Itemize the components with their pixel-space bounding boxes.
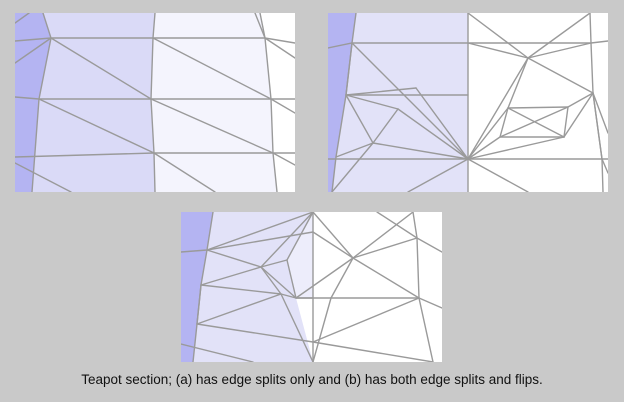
edge bbox=[335, 142, 374, 158]
diagonal-edge bbox=[50, 37, 152, 100]
edge bbox=[345, 94, 399, 110]
strip-light bbox=[151, 13, 277, 192]
edge bbox=[351, 42, 469, 160]
notch-white bbox=[296, 212, 442, 362]
edge bbox=[196, 293, 282, 325]
mesh-edges bbox=[15, 13, 295, 192]
shaded-faces bbox=[181, 212, 442, 362]
edge bbox=[507, 107, 565, 138]
edge bbox=[260, 212, 314, 268]
vertical-edge bbox=[412, 212, 434, 362]
edge bbox=[467, 13, 529, 59]
edge bbox=[527, 13, 591, 59]
boundary-edge bbox=[31, 13, 52, 192]
diagonal-edge bbox=[254, 13, 266, 39]
edge bbox=[592, 92, 603, 160]
edge bbox=[372, 142, 469, 160]
diagonal-edge bbox=[150, 98, 274, 154]
edge bbox=[467, 57, 529, 160]
edge bbox=[601, 158, 608, 174]
edge bbox=[181, 343, 254, 362]
edge bbox=[467, 107, 509, 160]
diagonal-edge bbox=[152, 37, 272, 100]
edge bbox=[527, 42, 592, 59]
mesh-panel-top-right bbox=[328, 13, 608, 192]
edge bbox=[286, 212, 314, 261]
edge bbox=[372, 108, 399, 144]
edge bbox=[206, 212, 314, 251]
edge bbox=[312, 231, 354, 259]
diagonal-edge bbox=[15, 13, 30, 24]
diagonal-edge bbox=[272, 152, 295, 166]
edge bbox=[563, 92, 594, 138]
diagonal-edge bbox=[38, 98, 155, 154]
mesh-bottom-drawing bbox=[181, 212, 442, 362]
edge bbox=[415, 87, 469, 160]
edge bbox=[592, 92, 608, 134]
edge bbox=[345, 94, 374, 144]
mesh-edges bbox=[181, 212, 442, 362]
mesh-panel-top-left bbox=[15, 13, 295, 192]
edge bbox=[196, 323, 314, 343]
edge bbox=[260, 266, 297, 299]
edge bbox=[312, 341, 434, 362]
edge bbox=[206, 249, 262, 268]
edge bbox=[507, 57, 529, 109]
edge bbox=[312, 212, 354, 259]
edge bbox=[345, 87, 417, 96]
edge bbox=[260, 259, 288, 268]
edge bbox=[376, 212, 418, 239]
diagonal-edge bbox=[270, 98, 295, 114]
strip-medium bbox=[32, 13, 155, 192]
strip-strong bbox=[15, 13, 51, 192]
edge bbox=[499, 106, 569, 138]
strip-strong bbox=[328, 13, 356, 192]
mesh-edges bbox=[328, 13, 608, 192]
edge bbox=[407, 158, 469, 192]
edge bbox=[467, 136, 501, 160]
edge bbox=[467, 158, 529, 192]
shaded-faces bbox=[15, 13, 295, 192]
edge bbox=[467, 42, 529, 59]
edge bbox=[467, 136, 565, 160]
edge bbox=[527, 57, 594, 94]
edge bbox=[352, 212, 414, 259]
edge bbox=[295, 257, 354, 299]
edge bbox=[345, 42, 353, 96]
edge bbox=[312, 297, 332, 362]
diagonal-edge bbox=[153, 152, 216, 192]
edge bbox=[280, 293, 314, 362]
mesh-panel-bottom bbox=[181, 212, 442, 362]
edge bbox=[260, 266, 282, 295]
edge bbox=[330, 257, 354, 299]
shaded-faces bbox=[328, 13, 608, 192]
diagonal-edge bbox=[15, 37, 52, 64]
edge bbox=[286, 259, 297, 299]
edge bbox=[352, 237, 418, 259]
figure-caption: Teapot section; (a) has edge splits only… bbox=[81, 372, 543, 387]
edge bbox=[200, 284, 282, 295]
mesh-top-right-drawing bbox=[328, 13, 608, 192]
diagonal-edge bbox=[15, 162, 72, 192]
strip-medium bbox=[193, 212, 313, 362]
mesh-top-left-drawing bbox=[15, 13, 295, 192]
edge bbox=[196, 284, 202, 325]
edge bbox=[416, 237, 442, 253]
edge bbox=[352, 257, 420, 299]
edge bbox=[312, 297, 420, 343]
edge bbox=[397, 108, 469, 160]
horizontal-edge bbox=[15, 152, 295, 158]
diagonal-edge bbox=[264, 37, 295, 59]
edge bbox=[418, 297, 442, 309]
strip-white bbox=[468, 13, 608, 192]
edge bbox=[567, 92, 594, 108]
edge bbox=[331, 142, 374, 192]
edge bbox=[280, 293, 297, 299]
edge bbox=[200, 266, 262, 286]
